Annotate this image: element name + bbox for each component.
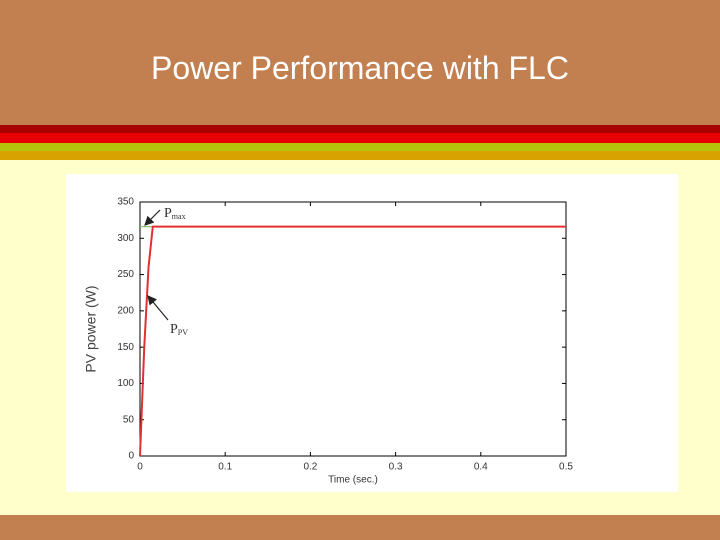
y-tick-label: 100 [117,378,134,389]
plot-frame [139,201,567,457]
stripe [0,151,720,160]
annotation-arrow [147,295,169,321]
annotation-main: P [170,322,178,337]
y-axis-label: PV power (W) [83,285,99,372]
x-tick-label: 0.1 [218,462,232,473]
chart-background [66,174,678,492]
x-tick-label: 0.3 [389,462,403,473]
x-tick-label: 0.4 [474,462,488,473]
stripe [0,125,720,133]
x-tick-label: 0.2 [303,462,317,473]
annotation-sub: PV [178,328,188,337]
data-line [139,225,566,457]
x-tick-label: 0.5 [559,462,573,473]
annotation-main: P [164,206,172,221]
y-tick-label: 350 [117,197,134,208]
x-tick-label: 0 [137,462,143,473]
annotation-arrow [144,209,161,226]
footer [0,515,720,540]
annotation-sub: max [172,212,186,221]
y-tick-label: 50 [123,414,135,425]
annotation: PPV [170,322,188,337]
y-tick-label: 200 [117,305,134,316]
y-tick-label: 300 [117,233,134,244]
x-axis-label: Time (sec.) [328,475,378,486]
y-tick-label: 250 [117,269,134,280]
stripe [0,133,720,143]
annotation: Pmax [164,206,186,221]
y-tick-label: 150 [117,342,134,353]
chart: 0 50 100 150 200 250 300 350 0 0.1 0.2 0.3 0.4 0.5 Tim… [66,174,678,492]
slide-title: Power Performance with FLC [151,50,569,86]
stripe [0,143,720,151]
header: Power Performance with FLC [0,0,720,125]
y-tick-label: 0 [128,451,134,462]
